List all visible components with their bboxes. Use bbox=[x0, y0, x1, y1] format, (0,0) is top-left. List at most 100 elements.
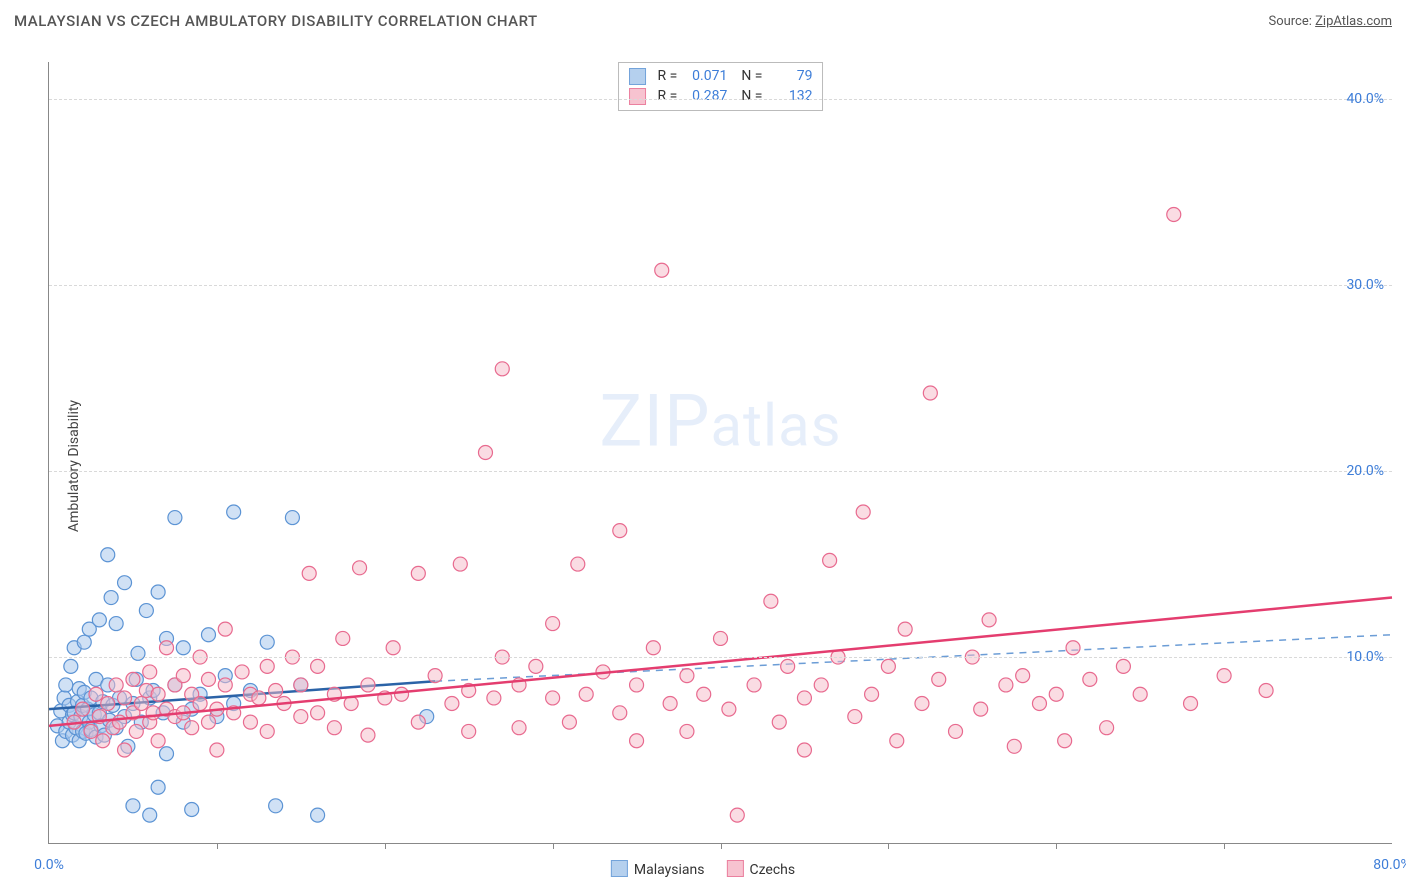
legend-swatch bbox=[629, 68, 646, 85]
data-point bbox=[1016, 669, 1030, 683]
n-value: 79 bbox=[768, 67, 812, 87]
data-point bbox=[697, 687, 711, 701]
data-point bbox=[655, 263, 669, 277]
r-value: 0.071 bbox=[683, 67, 727, 87]
legend-label: Czechs bbox=[749, 862, 795, 878]
y-tick-label: 30.0% bbox=[1346, 277, 1384, 293]
data-point bbox=[201, 715, 215, 729]
gridline bbox=[49, 471, 1392, 472]
data-point bbox=[428, 669, 442, 683]
source-link[interactable]: ZipAtlas.com bbox=[1315, 14, 1392, 29]
data-point bbox=[201, 672, 215, 686]
data-point bbox=[96, 734, 110, 748]
data-point bbox=[151, 780, 165, 794]
data-point bbox=[722, 702, 736, 716]
data-point bbox=[151, 687, 165, 701]
data-point bbox=[126, 799, 140, 813]
data-point bbox=[797, 743, 811, 757]
legend-label: Malaysians bbox=[634, 862, 705, 878]
x-tick bbox=[721, 843, 722, 849]
data-point bbox=[227, 505, 241, 519]
r-label: R = bbox=[658, 87, 678, 107]
data-point bbox=[146, 706, 160, 720]
data-point bbox=[999, 678, 1013, 692]
x-tick bbox=[553, 843, 554, 849]
data-point bbox=[1116, 659, 1130, 673]
data-point bbox=[243, 715, 257, 729]
data-point bbox=[915, 697, 929, 711]
data-point bbox=[529, 659, 543, 673]
data-point bbox=[1167, 207, 1181, 221]
data-point bbox=[1217, 669, 1231, 683]
data-point bbox=[353, 561, 367, 575]
data-point bbox=[64, 659, 78, 673]
data-point bbox=[949, 724, 963, 738]
data-point bbox=[129, 724, 143, 738]
x-tick-label: 80.0% bbox=[1373, 857, 1406, 873]
data-point bbox=[269, 799, 283, 813]
data-point bbox=[411, 715, 425, 729]
stats-legend-row: R =0.071N =79 bbox=[629, 67, 813, 87]
data-point bbox=[714, 631, 728, 645]
series-legend: Malaysians Czechs bbox=[611, 860, 795, 878]
x-tick-label: 0.0% bbox=[34, 857, 64, 873]
r-label: R = bbox=[658, 67, 678, 87]
data-point bbox=[201, 628, 215, 642]
data-point bbox=[302, 566, 316, 580]
data-point bbox=[185, 721, 199, 735]
data-point bbox=[336, 631, 350, 645]
data-point bbox=[101, 697, 115, 711]
data-point bbox=[579, 687, 593, 701]
data-point bbox=[395, 687, 409, 701]
data-point bbox=[84, 724, 98, 738]
data-point bbox=[260, 659, 274, 673]
data-point bbox=[294, 678, 308, 692]
data-point bbox=[1007, 739, 1021, 753]
x-tick bbox=[1056, 843, 1057, 849]
data-point bbox=[546, 691, 560, 705]
legend-item: Czechs bbox=[726, 860, 795, 878]
data-point bbox=[269, 684, 283, 698]
scatter-svg bbox=[49, 62, 1392, 843]
gridline bbox=[49, 285, 1392, 286]
data-point bbox=[252, 691, 266, 705]
data-point bbox=[1133, 687, 1147, 701]
data-point bbox=[781, 659, 795, 673]
data-point bbox=[764, 594, 778, 608]
data-point bbox=[285, 511, 299, 525]
stats-legend-row: R =0.287N =132 bbox=[629, 87, 813, 107]
data-point bbox=[235, 665, 249, 679]
source-attribution: Source: ZipAtlas.com bbox=[1268, 14, 1392, 29]
data-point bbox=[193, 697, 207, 711]
data-point bbox=[160, 747, 174, 761]
data-point bbox=[613, 524, 627, 538]
y-tick-label: 20.0% bbox=[1346, 463, 1384, 479]
legend-swatch bbox=[726, 860, 743, 877]
data-point bbox=[512, 721, 526, 735]
data-point bbox=[134, 697, 148, 711]
data-point bbox=[865, 687, 879, 701]
data-point bbox=[118, 576, 132, 590]
data-point bbox=[109, 617, 123, 631]
data-point bbox=[160, 641, 174, 655]
data-point bbox=[797, 691, 811, 705]
y-tick-label: 40.0% bbox=[1346, 91, 1384, 107]
data-point bbox=[562, 715, 576, 729]
r-value: 0.287 bbox=[683, 87, 727, 107]
data-point bbox=[1058, 734, 1072, 748]
data-point bbox=[982, 613, 996, 627]
data-point bbox=[327, 721, 341, 735]
data-point bbox=[495, 362, 509, 376]
plot-region: ZIPatlas R =0.071N =79R =0.287N =132 10.… bbox=[48, 62, 1392, 844]
n-value: 132 bbox=[768, 87, 812, 107]
data-point bbox=[1184, 697, 1198, 711]
x-tick bbox=[1224, 843, 1225, 849]
data-point bbox=[176, 641, 190, 655]
data-point bbox=[974, 702, 988, 716]
data-point bbox=[445, 697, 459, 711]
data-point bbox=[932, 672, 946, 686]
data-point bbox=[571, 557, 585, 571]
chart-title: MALAYSIAN VS CZECH AMBULATORY DISABILITY… bbox=[14, 12, 538, 30]
data-point bbox=[546, 617, 560, 631]
data-point bbox=[823, 553, 837, 567]
